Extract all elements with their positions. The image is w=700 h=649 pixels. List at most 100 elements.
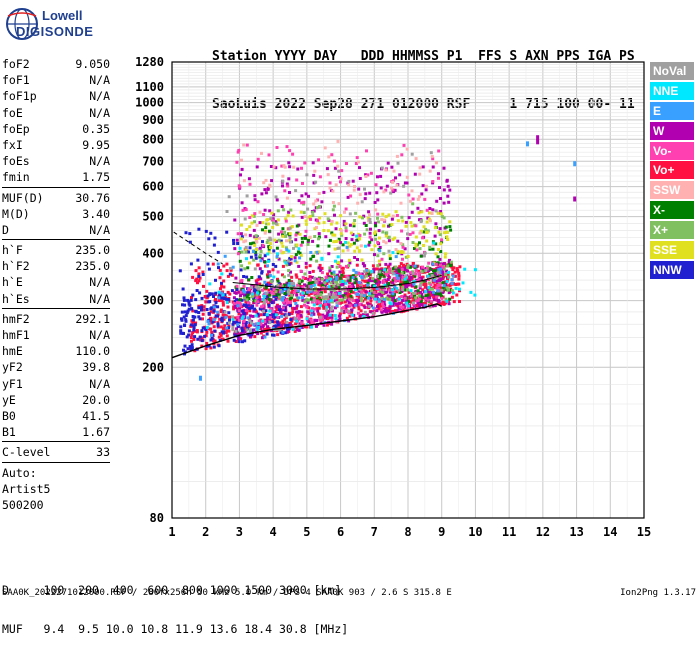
scatter-point [259, 327, 263, 331]
scatter-point [386, 161, 390, 165]
scatter-point [403, 274, 407, 278]
scatter-point [439, 292, 443, 296]
scatter-point [402, 280, 406, 284]
scatter-point [274, 313, 278, 317]
scatter-point [382, 252, 386, 256]
scatter-point [310, 313, 314, 317]
scatter-point [314, 300, 318, 304]
scatter-point [198, 335, 202, 339]
scatter-point [348, 244, 352, 248]
scatter-point [276, 323, 280, 327]
scatter-point [331, 293, 335, 297]
scatter-point [254, 322, 258, 326]
scatter-point [261, 288, 264, 292]
scatter-point [376, 254, 380, 258]
scatter-point [358, 237, 362, 241]
scatter-point [386, 265, 390, 269]
scatter-point [204, 229, 208, 233]
scatter-point [345, 274, 349, 278]
scatter-point [254, 299, 258, 303]
parameters-panel: foF2 9.050 foF1 N/A foF1p N/A foE N/A foEp 0.35 fx… [2, 56, 110, 513]
scatter-point [235, 320, 239, 324]
scatter-point [355, 234, 359, 238]
scatter-point [296, 283, 300, 287]
scatter-point [217, 344, 221, 348]
scatter-point [349, 290, 353, 293]
scatter-point [308, 235, 312, 239]
scatter-point [387, 249, 391, 253]
scatter-point [264, 286, 268, 290]
scatter-point [324, 302, 328, 306]
scatter-point [276, 252, 279, 256]
scatter-point [400, 215, 404, 219]
scatter-point [286, 302, 290, 306]
scatter-point [200, 344, 204, 348]
scatter-point [281, 298, 284, 302]
scatter-point [387, 213, 391, 217]
scatter-point [444, 225, 448, 229]
scatter-point [194, 269, 198, 273]
scatter-point [411, 299, 415, 303]
scatter-point [187, 333, 191, 337]
scatter-point [317, 232, 321, 236]
scatter-point [352, 222, 356, 226]
scatter-point [447, 302, 451, 306]
scatter-point [269, 246, 272, 249]
scatter-point [360, 299, 363, 302]
param-row: hmF1 N/A [2, 327, 110, 343]
scatter-point [268, 281, 272, 285]
scatter-point [266, 238, 270, 242]
scatter-point [271, 263, 275, 266]
scatter-point [227, 299, 231, 303]
scatter-point [290, 225, 294, 229]
scatter-point [274, 195, 278, 199]
scatter-point [315, 250, 319, 254]
scatter-point [304, 236, 307, 240]
scatter-point [355, 292, 359, 296]
scatter-point [375, 267, 379, 271]
scatter-point [329, 277, 333, 281]
scatter-point [288, 165, 292, 169]
scatter-point [338, 265, 342, 268]
scatter-point [356, 271, 360, 275]
scatter-point [198, 291, 202, 295]
scatter-point [351, 179, 355, 183]
scatter-point [355, 156, 359, 160]
y-tick-label: 1100 [135, 80, 164, 94]
scatter-point [304, 219, 308, 223]
scatter-point [375, 300, 379, 304]
param-value: 41.5 [82, 408, 110, 423]
scatter-point [424, 184, 428, 188]
scatter-point [272, 165, 276, 169]
scatter-point [328, 238, 332, 242]
scatter-point [363, 285, 367, 289]
scatter-point [274, 264, 278, 268]
scatter-point [255, 281, 259, 285]
scatter-point [201, 270, 205, 274]
scatter-point [422, 283, 426, 286]
scatter-point [365, 274, 368, 278]
scatter-point [273, 320, 277, 324]
scatter-point [358, 287, 362, 291]
scatter-point [434, 209, 438, 213]
scatter-point [288, 323, 292, 327]
scatter-point [360, 276, 364, 279]
scatter-point [267, 222, 271, 226]
scatter-point [401, 286, 405, 289]
scatter-point [421, 184, 425, 188]
scatter-point [346, 279, 350, 283]
scatter-point [246, 316, 250, 320]
scatter-point [388, 271, 391, 274]
scatter-point [209, 319, 212, 323]
scatter-point [409, 221, 413, 225]
scatter-point [350, 311, 353, 314]
scatter-point [364, 224, 368, 227]
scatter-point [341, 271, 345, 275]
scatter-point [390, 165, 394, 169]
x-tick-label: 11 [502, 525, 516, 539]
scatter-point [290, 324, 294, 328]
scatter-point [393, 236, 397, 240]
scatter-point [368, 302, 372, 306]
scatter-point [347, 301, 351, 305]
scatter-point [390, 297, 394, 301]
